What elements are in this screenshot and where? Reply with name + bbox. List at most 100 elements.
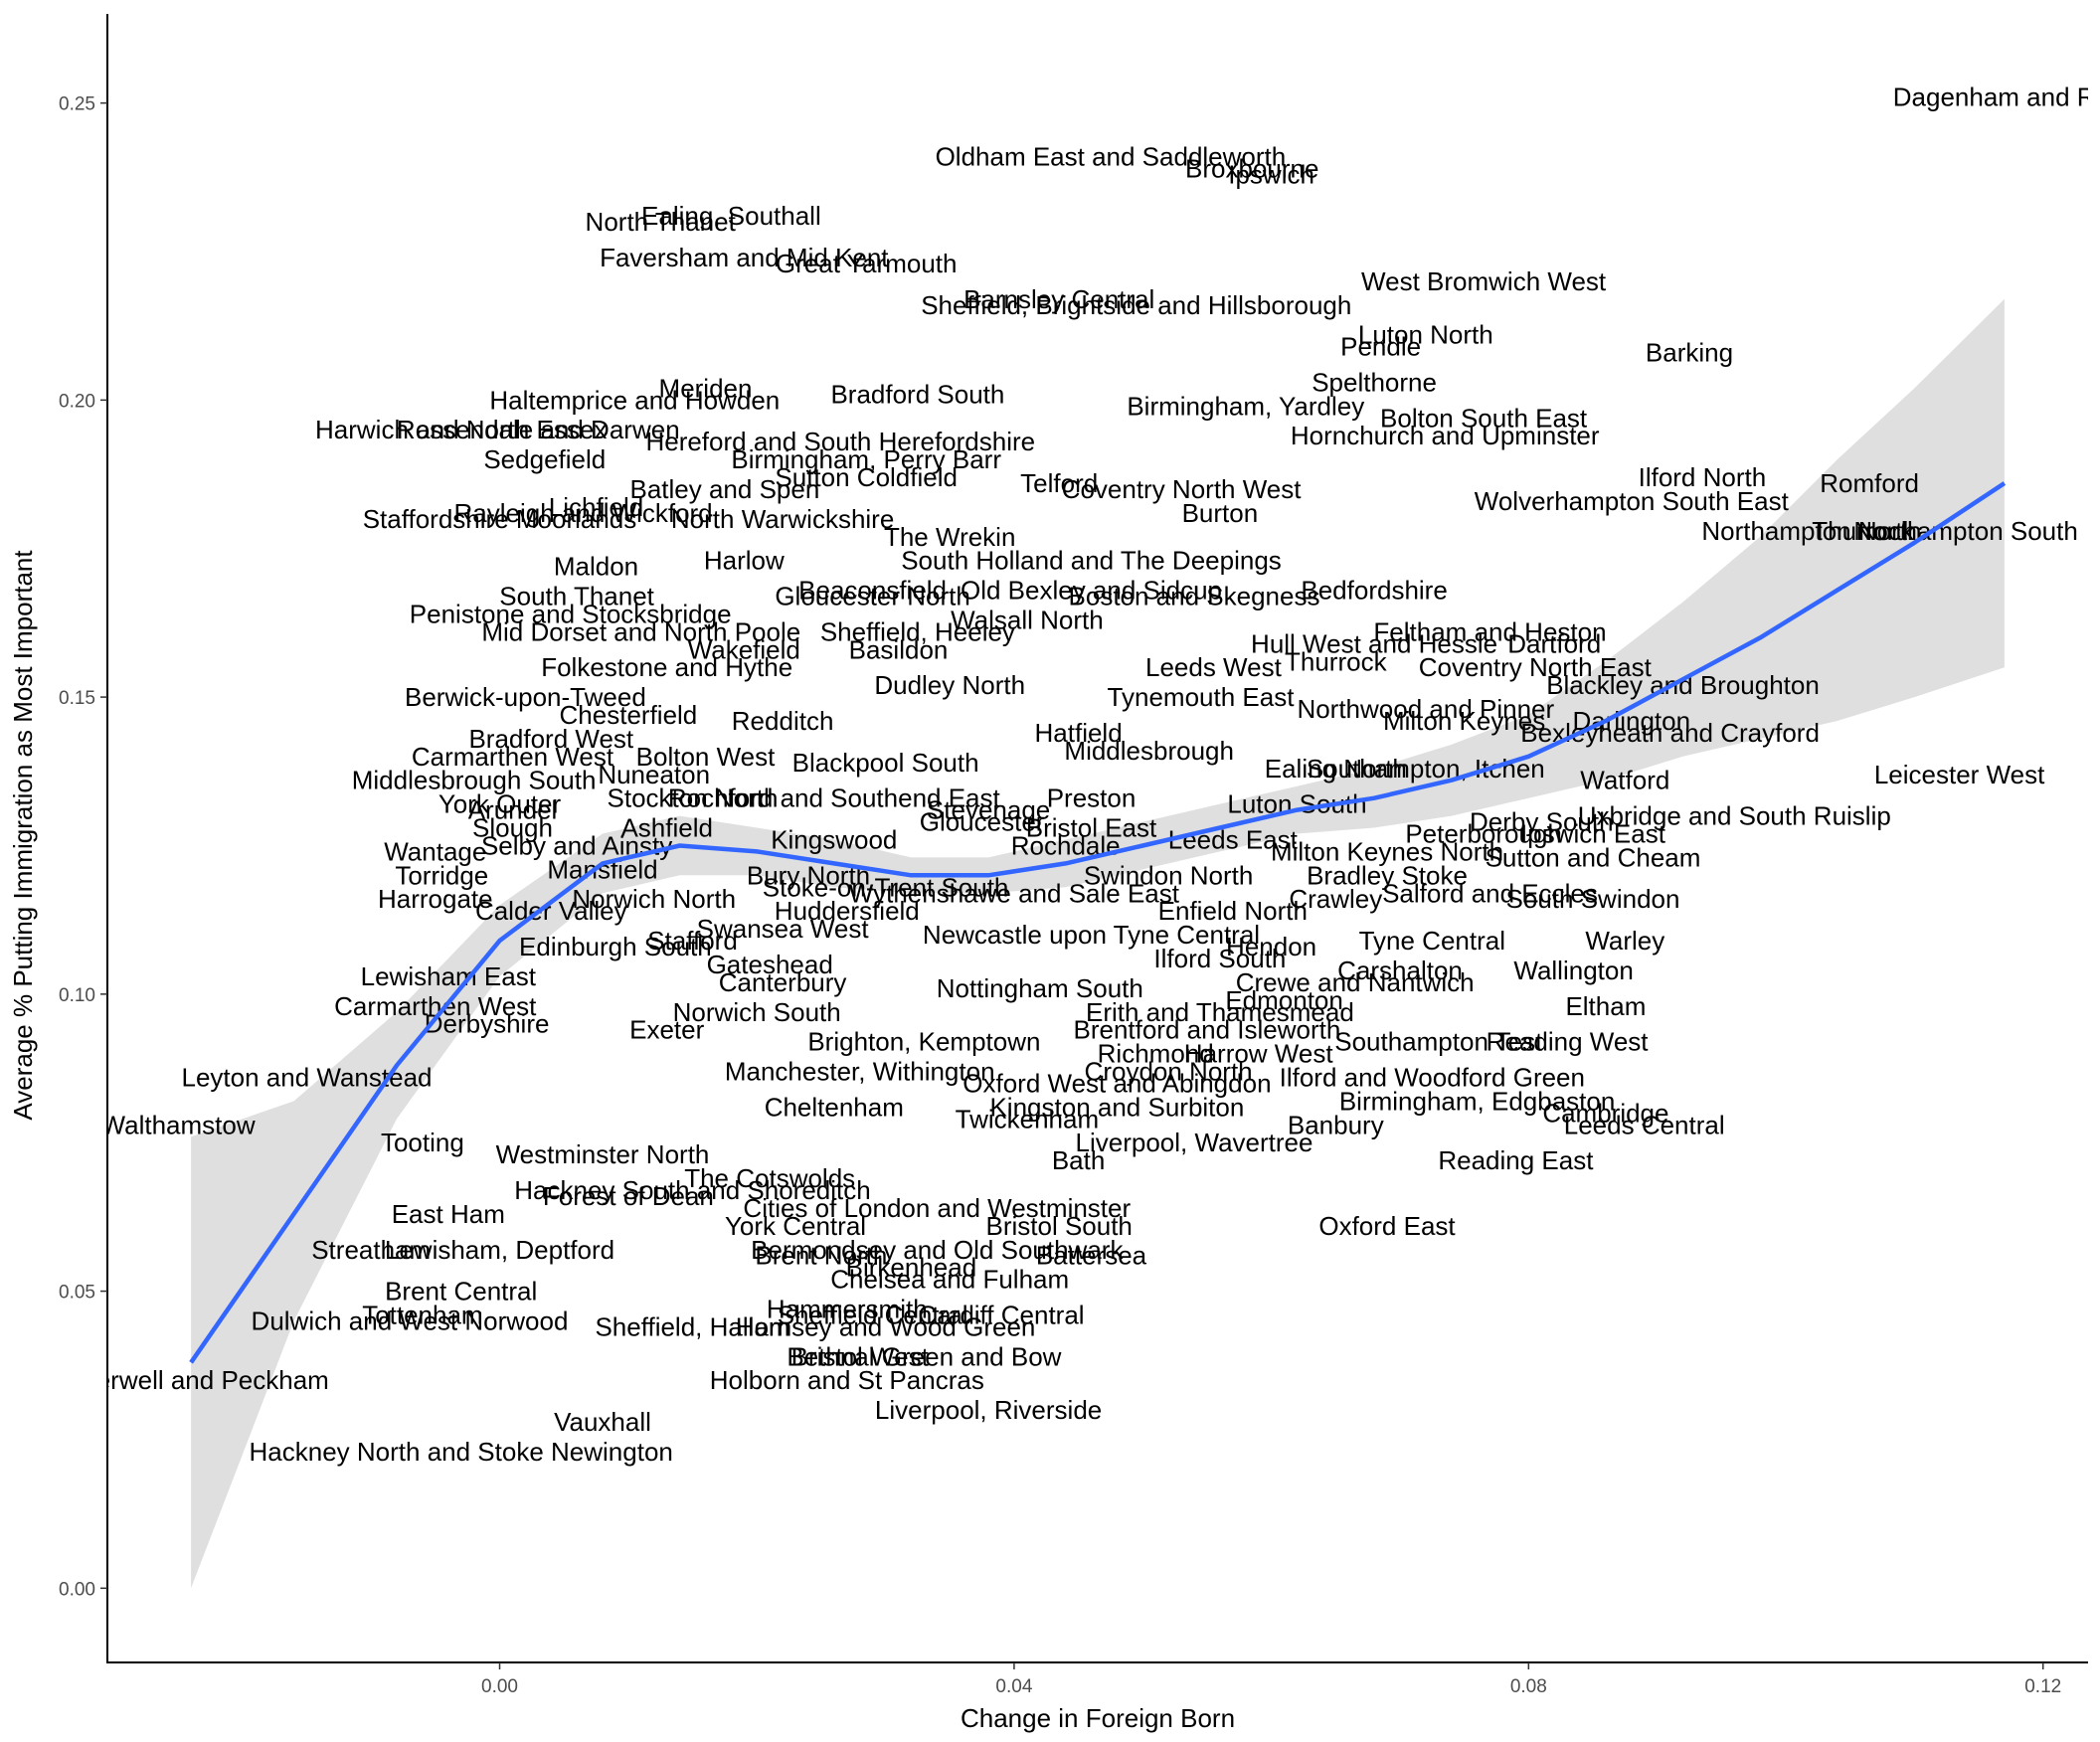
- point-label: West Bromwich West: [1361, 266, 1607, 296]
- point-label: Wallington: [1513, 956, 1633, 985]
- point-label: Tottenham: [362, 1301, 482, 1330]
- point-label: Sheffield, Hallam: [595, 1311, 789, 1341]
- point-label: Crewe and Nantwich: [1236, 967, 1475, 997]
- point-label: Cambridge: [1542, 1098, 1668, 1128]
- point-label: Rayleigh and Wickford: [454, 498, 713, 528]
- point-label: Telford: [1020, 468, 1098, 498]
- point-label: Wythenshawe and Sale East: [849, 878, 1180, 908]
- point-label: Wakefield: [688, 634, 800, 664]
- point-label: Oldham East and Saddleworth: [936, 141, 1287, 171]
- y-tick-label: 0.25: [59, 94, 95, 115]
- point-label: Middlesbrough: [1064, 736, 1234, 766]
- point-label: Watford: [1580, 766, 1669, 795]
- point-label: Leeds East: [1168, 825, 1299, 855]
- point-label: Derby South: [1470, 807, 1614, 837]
- point-label: Derbyshire: [425, 1009, 550, 1039]
- point-label: Norwich South: [673, 997, 841, 1027]
- point-label: Southampton Test: [1334, 1027, 1543, 1057]
- point-label: Arundel: [468, 795, 558, 825]
- y-tick-label: 0.20: [59, 391, 95, 412]
- point-label: Blackley and Broughton: [1546, 670, 1820, 700]
- point-label: Birmingham, Perry Barr: [731, 444, 1001, 474]
- x-tick-label: 0.08: [1510, 1676, 1547, 1697]
- point-label: Walsall North: [951, 605, 1104, 634]
- point-label: Ealing, Southall: [641, 201, 821, 231]
- point-label: Folkestone and Hythe: [541, 652, 792, 682]
- point-label: Rossendale and Darwen: [397, 415, 680, 444]
- point-label: Brent North: [755, 1241, 887, 1271]
- point-label: Leeds Central: [1564, 1110, 1725, 1139]
- point-label: Preston: [1047, 784, 1137, 813]
- point-label: Sutton Coldfield: [775, 462, 958, 492]
- point-label: Sheffield Central: [778, 1301, 968, 1330]
- point-label: Norwich North: [572, 884, 736, 914]
- point-label: Crawley: [1289, 884, 1382, 914]
- axes: [106, 14, 2088, 1663]
- point-label: Peterborough: [1405, 819, 1562, 849]
- point-label: Berwick-upon-Tweed: [405, 682, 646, 712]
- smooth-line: [189, 481, 2007, 1364]
- point-label: Walthamstow: [101, 1110, 256, 1139]
- y-tick-label: 0.15: [59, 688, 95, 709]
- point-label: Hornchurch and Upminster: [1291, 421, 1600, 450]
- point-label: Broxbourne: [1185, 153, 1318, 183]
- point-label: Beaconsfield: [798, 576, 947, 606]
- point-label: Boston and Skegness: [1069, 582, 1320, 611]
- point-label: Kingswood: [771, 825, 897, 855]
- point-label: Swindon North: [1084, 860, 1254, 890]
- point-label: Barnsley Central: [963, 284, 1154, 314]
- point-label: The Wrekin: [884, 522, 1015, 552]
- point-label: Faversham and Mid Kent: [600, 243, 889, 272]
- point-label: Spelthorne: [1312, 367, 1437, 397]
- point-label: Bradford West: [468, 724, 633, 754]
- point-label: Maldon: [554, 552, 638, 582]
- point-label: Great Yarmouth: [776, 249, 958, 278]
- point-label: Oxford East: [1318, 1211, 1456, 1241]
- point-label: Cardiff Central: [918, 1301, 1084, 1330]
- point-label: Haltemprice and Howden: [489, 385, 780, 415]
- point-label: Salford and Eccles: [1382, 878, 1598, 908]
- point-label: Cities of London and Westminster: [743, 1193, 1131, 1223]
- point-label: Sedgefield: [483, 444, 606, 474]
- point-label: Nuneaton: [598, 760, 710, 789]
- axis-ticks: 0.00 0.04 0.08 0.12 0.00 0.05 0.10 0.15 0.20 0.25: [59, 94, 2061, 1697]
- point-label: Battersea: [1036, 1241, 1147, 1271]
- point-label: Batley and Spen: [629, 474, 819, 504]
- point-label: Bristol East: [1026, 813, 1157, 843]
- point-label: Exeter: [629, 1015, 704, 1045]
- point-label: Dudley North: [874, 670, 1025, 700]
- point-label: Hatfield: [1035, 718, 1123, 748]
- point-label: Dartford: [1507, 628, 1601, 658]
- point-label: Darlington: [1573, 706, 1691, 736]
- point-label: Canterbury: [719, 967, 847, 997]
- point-label: Streatham: [311, 1235, 431, 1265]
- point-label: Redditch: [732, 706, 834, 736]
- point-label: Bristol West: [791, 1341, 930, 1371]
- point-label: Hendon: [1226, 932, 1316, 961]
- point-label: Camberwell and Peckham: [27, 1365, 328, 1395]
- point-label: Wolverhampton South East: [1475, 486, 1790, 516]
- point-label: Vauxhall: [554, 1407, 651, 1437]
- point-label: Luton North: [1358, 320, 1493, 350]
- point-label: Harrow West: [1184, 1039, 1334, 1069]
- point-label: Ilford and Woodford Green: [1280, 1063, 1585, 1093]
- point-label: Harlow: [704, 546, 785, 576]
- point-label: Bethnal Green and Bow: [787, 1341, 1061, 1371]
- point-label: Carmarthen West: [412, 742, 614, 772]
- point-label: Ipswich East: [1520, 819, 1666, 849]
- point-label: Dagenham and Rainham: [1893, 83, 2100, 112]
- point-label: Carshalton: [1337, 956, 1463, 985]
- point-label: Torridge: [395, 860, 488, 890]
- point-label: Tynemouth East: [1108, 682, 1296, 712]
- point-label: Manchester, Withington: [725, 1057, 995, 1087]
- point-label: Bedfordshire: [1301, 576, 1447, 606]
- point-label: Brent Central: [385, 1277, 537, 1306]
- point-label: Croydon North: [1085, 1057, 1253, 1087]
- point-label: Edinburgh South: [519, 932, 712, 961]
- point-label: Slough: [472, 813, 553, 843]
- y-tick-label: 0.05: [59, 1283, 95, 1304]
- point-label: Thurrock: [1285, 646, 1388, 676]
- point-label: Erith and Thamesmead: [1086, 997, 1354, 1027]
- point-label: Bradford South: [830, 379, 1004, 409]
